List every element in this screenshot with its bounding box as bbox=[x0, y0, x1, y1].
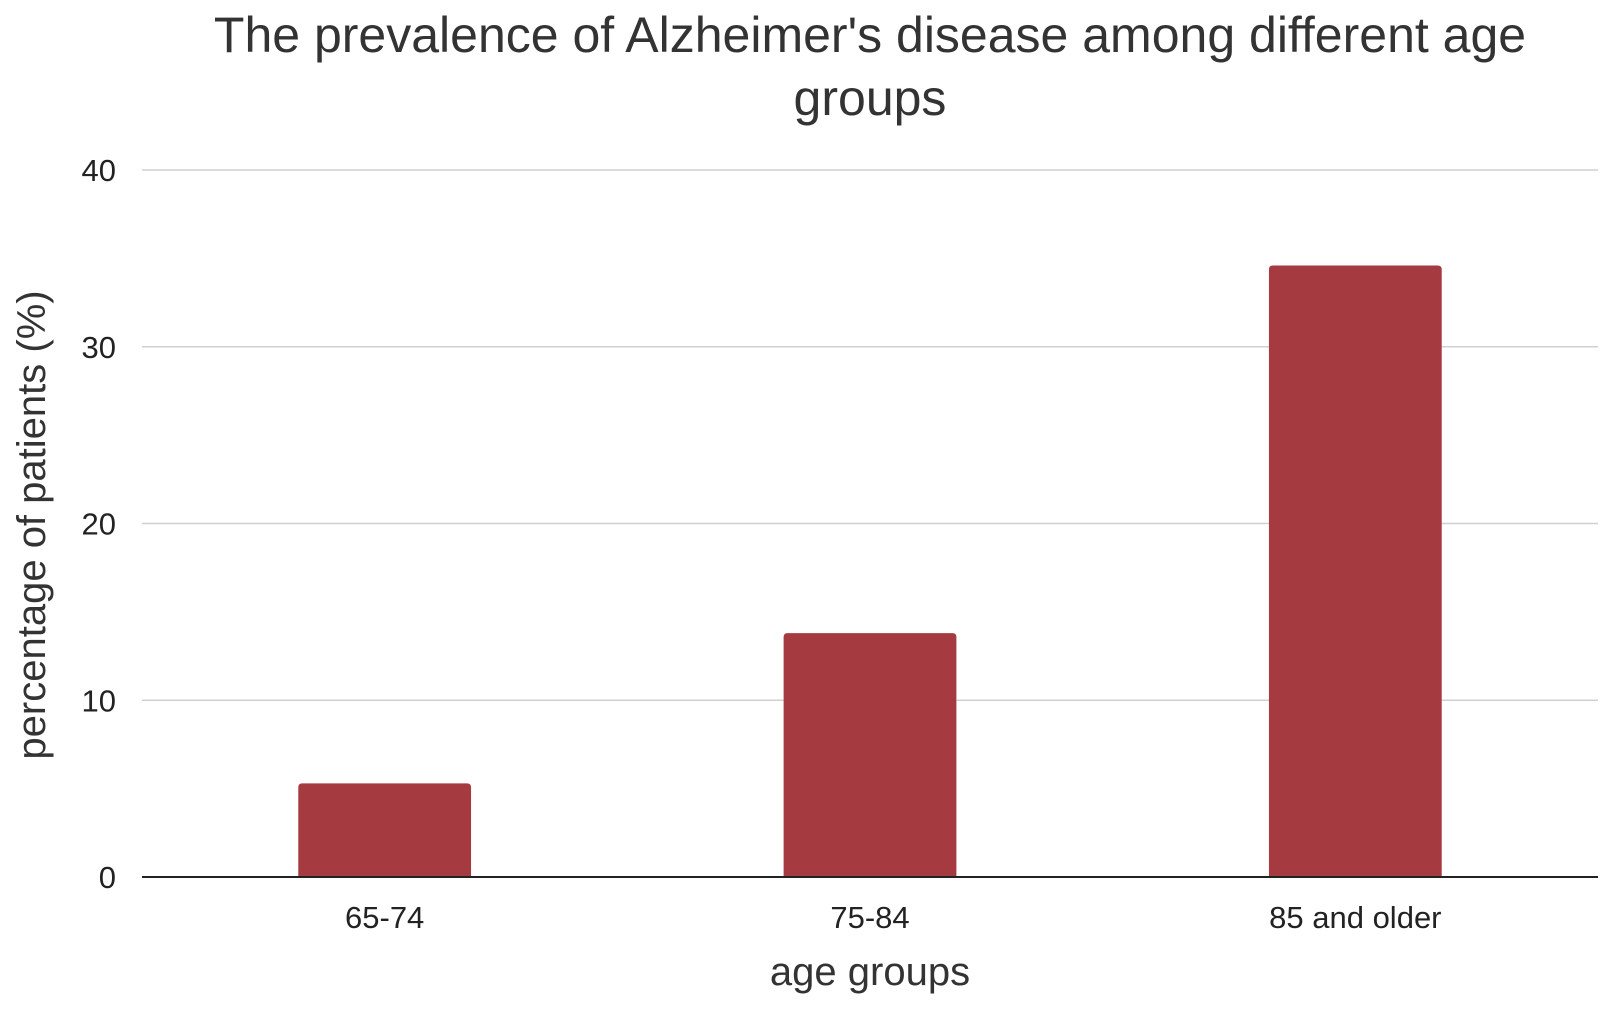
chart-title-line-1: The prevalence of Alzheimer's disease am… bbox=[214, 7, 1526, 63]
y-tick-label: 20 bbox=[82, 507, 116, 542]
y-tick-label: 40 bbox=[82, 153, 116, 188]
chart-title-line-2: groups bbox=[794, 70, 947, 126]
x-tick-label: 65-74 bbox=[345, 900, 424, 935]
y-tick-label: 30 bbox=[82, 330, 116, 365]
chart-title: The prevalence of Alzheimer's disease am… bbox=[214, 7, 1526, 126]
bars bbox=[298, 265, 1442, 877]
x-axis-ticks: 65-74 75-84 85 and older bbox=[345, 900, 1442, 935]
bar-85-and-older bbox=[1268, 265, 1442, 877]
bar-75-84 bbox=[783, 633, 957, 877]
y-axis-ticks: 0 10 20 30 40 bbox=[82, 153, 116, 895]
x-tick-label: 85 and older bbox=[1269, 900, 1441, 935]
y-axis-title: percentage of patients (%) bbox=[10, 290, 54, 759]
x-tick-label: 75-84 bbox=[830, 900, 909, 935]
x-axis-title: age groups bbox=[770, 950, 970, 994]
y-tick-label: 10 bbox=[82, 683, 116, 718]
y-tick-label: 0 bbox=[99, 860, 116, 895]
bar-65-74 bbox=[298, 783, 472, 877]
